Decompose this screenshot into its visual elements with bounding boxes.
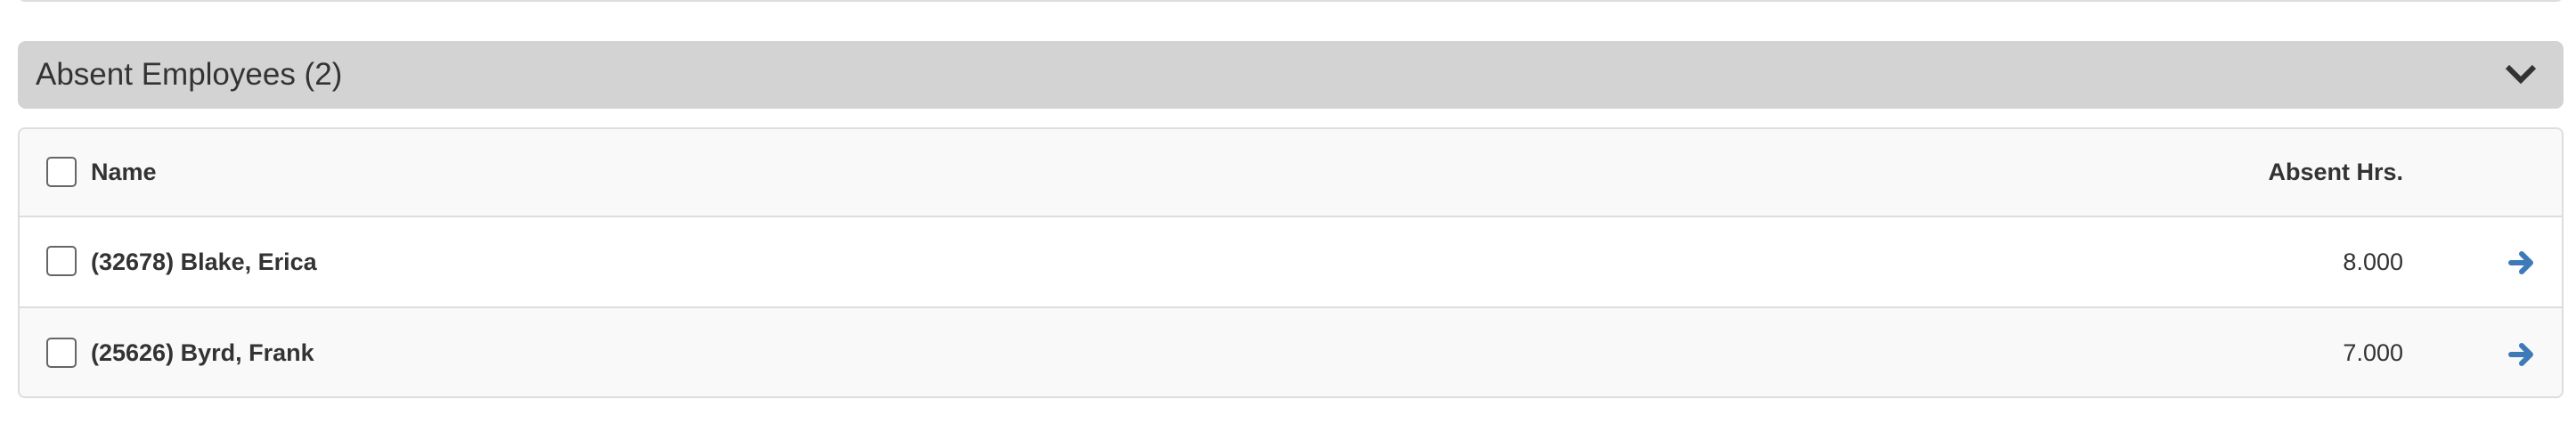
table-row: (32678) Blake, Erica 8.000 bbox=[20, 217, 2562, 308]
column-header-absent-hrs[interactable]: Absent Hrs. bbox=[2268, 159, 2403, 185]
absent-hours: 8.000 bbox=[2343, 248, 2403, 275]
arrow-right-icon[interactable] bbox=[2508, 341, 2535, 368]
absent-employees-table: Name Absent Hrs. (32678) Blake, Erica 8.… bbox=[18, 127, 2564, 398]
section-title: Absent Employees (2) bbox=[36, 57, 343, 92]
table-row: (25626) Byrd, Frank 7.000 bbox=[20, 308, 2562, 396]
employee-name: (25626) Byrd, Frank bbox=[91, 339, 314, 366]
row-checkbox[interactable] bbox=[46, 246, 77, 276]
table-header-row: Name Absent Hrs. bbox=[20, 129, 2562, 217]
arrow-right-icon[interactable] bbox=[2508, 249, 2535, 276]
previous-card bbox=[18, 0, 2564, 2]
employee-name: (32678) Blake, Erica bbox=[91, 248, 317, 275]
select-all-checkbox[interactable] bbox=[46, 156, 77, 187]
column-header-name[interactable]: Name bbox=[91, 159, 157, 185]
chevron-down-icon[interactable] bbox=[2503, 61, 2539, 87]
absent-hours: 7.000 bbox=[2343, 339, 2403, 366]
row-checkbox[interactable] bbox=[46, 337, 77, 368]
absent-employees-header[interactable]: Absent Employees (2) bbox=[18, 41, 2564, 109]
